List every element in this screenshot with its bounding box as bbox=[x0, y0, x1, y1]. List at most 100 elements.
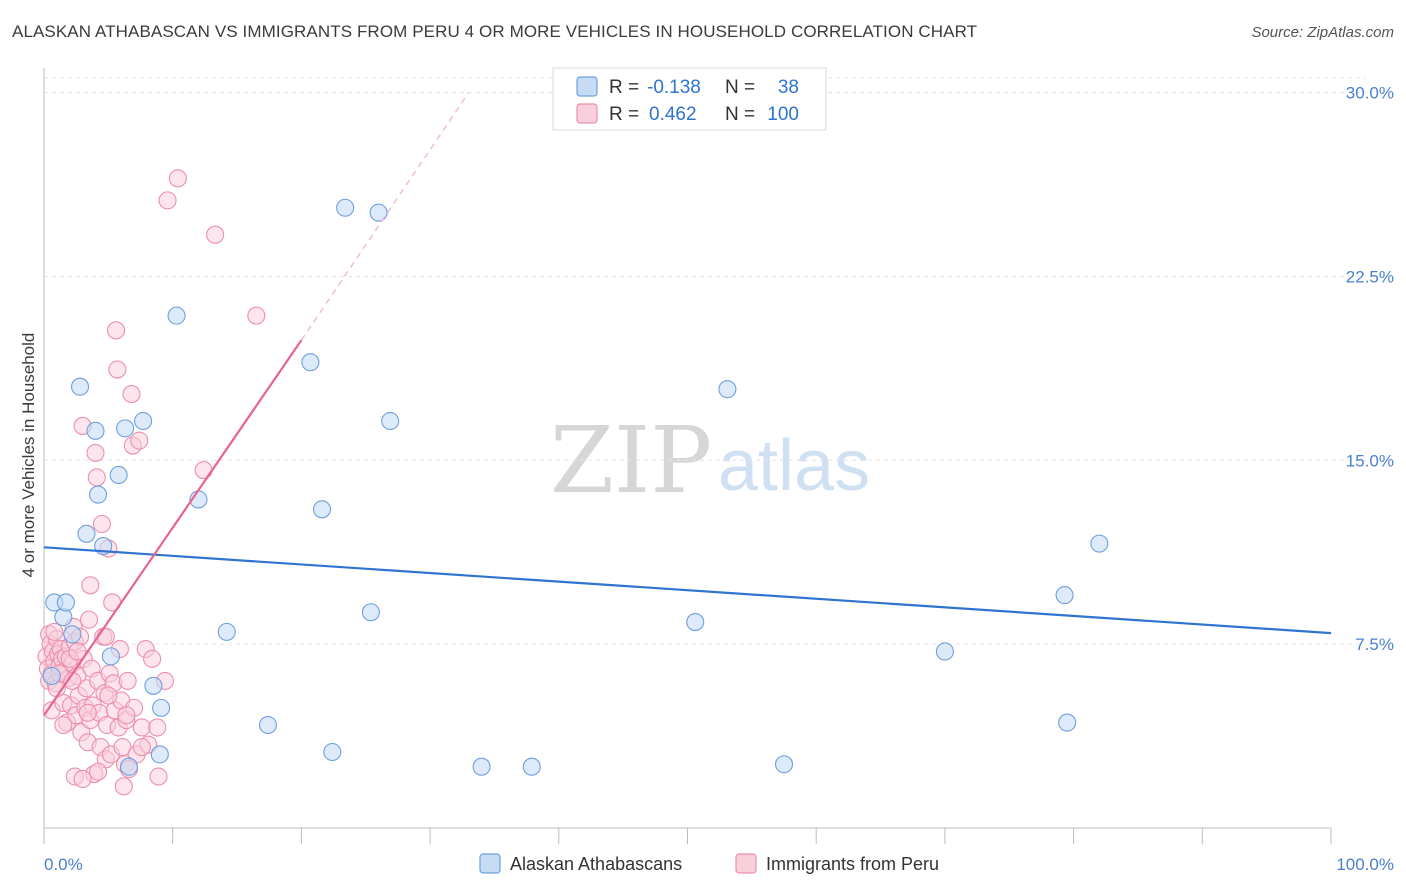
peru-point bbox=[168, 169, 187, 188]
peru-point bbox=[148, 718, 167, 737]
athabascan-point bbox=[686, 613, 705, 632]
athabascan-point bbox=[152, 698, 171, 717]
peru-point bbox=[158, 191, 177, 210]
athabascan-point bbox=[718, 380, 737, 399]
athabascan-point bbox=[522, 757, 541, 776]
peru-point bbox=[247, 306, 266, 325]
legend-swatch-pink bbox=[576, 103, 598, 124]
athabascan-point bbox=[101, 647, 120, 666]
peru-point bbox=[114, 777, 133, 796]
athabascan-point bbox=[42, 666, 61, 686]
peru-point bbox=[132, 718, 151, 737]
legend-box bbox=[552, 67, 827, 131]
peru-point bbox=[68, 642, 87, 661]
peru-point bbox=[122, 385, 141, 404]
athabascan-point bbox=[381, 411, 400, 431]
athabascan-trend-line bbox=[43, 546, 1332, 635]
legend-n-label: N = bbox=[725, 77, 755, 98]
y-tick-labels: 7.5% 15.0% 22.5% 30.0% bbox=[1346, 84, 1394, 655]
athabascan-point bbox=[472, 757, 491, 776]
peru-point bbox=[206, 225, 225, 244]
peru-point bbox=[107, 321, 126, 340]
peru-point bbox=[118, 671, 137, 690]
athabascan-point bbox=[301, 353, 320, 372]
peru-point bbox=[96, 627, 115, 646]
peru-point bbox=[92, 514, 111, 534]
chart-title: ALASKAN ATHABASCAN VS IMMIGRANTS FROM PE… bbox=[12, 22, 978, 41]
athabascan-point bbox=[336, 198, 355, 217]
peru-point bbox=[89, 762, 108, 781]
trend-lines bbox=[43, 92, 1332, 716]
athabascan-point bbox=[116, 419, 135, 438]
athabascan-point bbox=[361, 603, 380, 622]
legend-n-label: N = bbox=[725, 104, 755, 125]
peru-point bbox=[81, 576, 100, 595]
series-peru-points bbox=[37, 169, 266, 796]
peru-point bbox=[130, 431, 149, 450]
athabascan-point bbox=[77, 524, 96, 543]
peru-point bbox=[149, 767, 168, 786]
athabascan-point bbox=[1055, 586, 1074, 605]
athabascan-point bbox=[323, 742, 342, 762]
peru-point bbox=[54, 715, 73, 735]
x-tick-label-max: 100.0% bbox=[1336, 855, 1394, 874]
athabascan-point bbox=[70, 377, 90, 396]
legend-label-peru: Immigrants from Peru bbox=[766, 854, 939, 874]
athabascan-point bbox=[134, 411, 153, 431]
peru-point bbox=[99, 686, 118, 705]
y-tick-label: 15.0% bbox=[1346, 451, 1394, 470]
x-ticks bbox=[43, 828, 1332, 844]
legend-r-value: 0.462 bbox=[649, 104, 697, 125]
peru-trend-line bbox=[43, 339, 303, 716]
athabascan-point bbox=[119, 757, 138, 776]
x-tick-label-min: 0.0% bbox=[44, 855, 83, 874]
peru-point bbox=[86, 443, 105, 462]
athabascan-point bbox=[56, 593, 75, 612]
peru-point bbox=[78, 703, 97, 722]
athabascan-point bbox=[54, 608, 73, 627]
athabascan-point bbox=[312, 500, 332, 519]
athabascan-point bbox=[86, 421, 105, 440]
legend-swatch-peru bbox=[735, 853, 757, 874]
y-axis-label: 4 or more Vehicles in Household bbox=[19, 333, 38, 578]
legend-r-label: R = bbox=[609, 77, 639, 98]
peru-point bbox=[194, 461, 213, 480]
athabascan-point bbox=[258, 715, 277, 735]
series-legend: Alaskan Athabascans Immigrants from Peru bbox=[479, 853, 939, 874]
legend-swatch-blue bbox=[576, 76, 598, 97]
athabascan-point bbox=[150, 745, 169, 764]
peru-trend-extension bbox=[300, 92, 470, 341]
legend-swatch-athabascans bbox=[479, 853, 501, 874]
athabascan-point bbox=[1090, 534, 1109, 553]
gridlines bbox=[44, 77, 1366, 645]
watermark-atlas: atlas bbox=[718, 426, 870, 506]
athabascan-point bbox=[369, 203, 388, 222]
peru-point bbox=[79, 610, 99, 629]
peru-point bbox=[73, 769, 92, 789]
legend-n-value: 38 bbox=[778, 77, 799, 98]
legend-r-label: R = bbox=[609, 104, 639, 125]
athabascan-point bbox=[144, 676, 163, 695]
peru-point bbox=[108, 360, 127, 379]
peru-point bbox=[132, 738, 151, 757]
legend-n-value: 100 bbox=[767, 104, 799, 125]
peru-point bbox=[117, 706, 136, 725]
athabascan-point bbox=[63, 625, 82, 644]
athabascan-point bbox=[217, 622, 236, 641]
y-tick-label: 7.5% bbox=[1355, 635, 1394, 654]
y-tick-label: 22.5% bbox=[1346, 267, 1394, 286]
athabascan-point bbox=[109, 465, 128, 485]
athabascan-point bbox=[1058, 713, 1077, 732]
peru-point bbox=[45, 622, 64, 641]
athabascan-point bbox=[167, 306, 186, 325]
legend-label-athabascans: Alaskan Athabascans bbox=[510, 854, 682, 874]
peru-point bbox=[143, 649, 162, 668]
series-athabascan-points bbox=[42, 198, 1109, 776]
peru-point bbox=[87, 468, 106, 487]
correlation-legend: R = -0.138 N = 38 R = 0.462 N = 100 bbox=[552, 67, 827, 131]
source-label: Source: ZipAtlas.com bbox=[1251, 24, 1394, 41]
athabascan-point bbox=[935, 642, 954, 661]
y-tick-label: 30.0% bbox=[1346, 84, 1394, 103]
athabascan-point bbox=[774, 755, 794, 774]
